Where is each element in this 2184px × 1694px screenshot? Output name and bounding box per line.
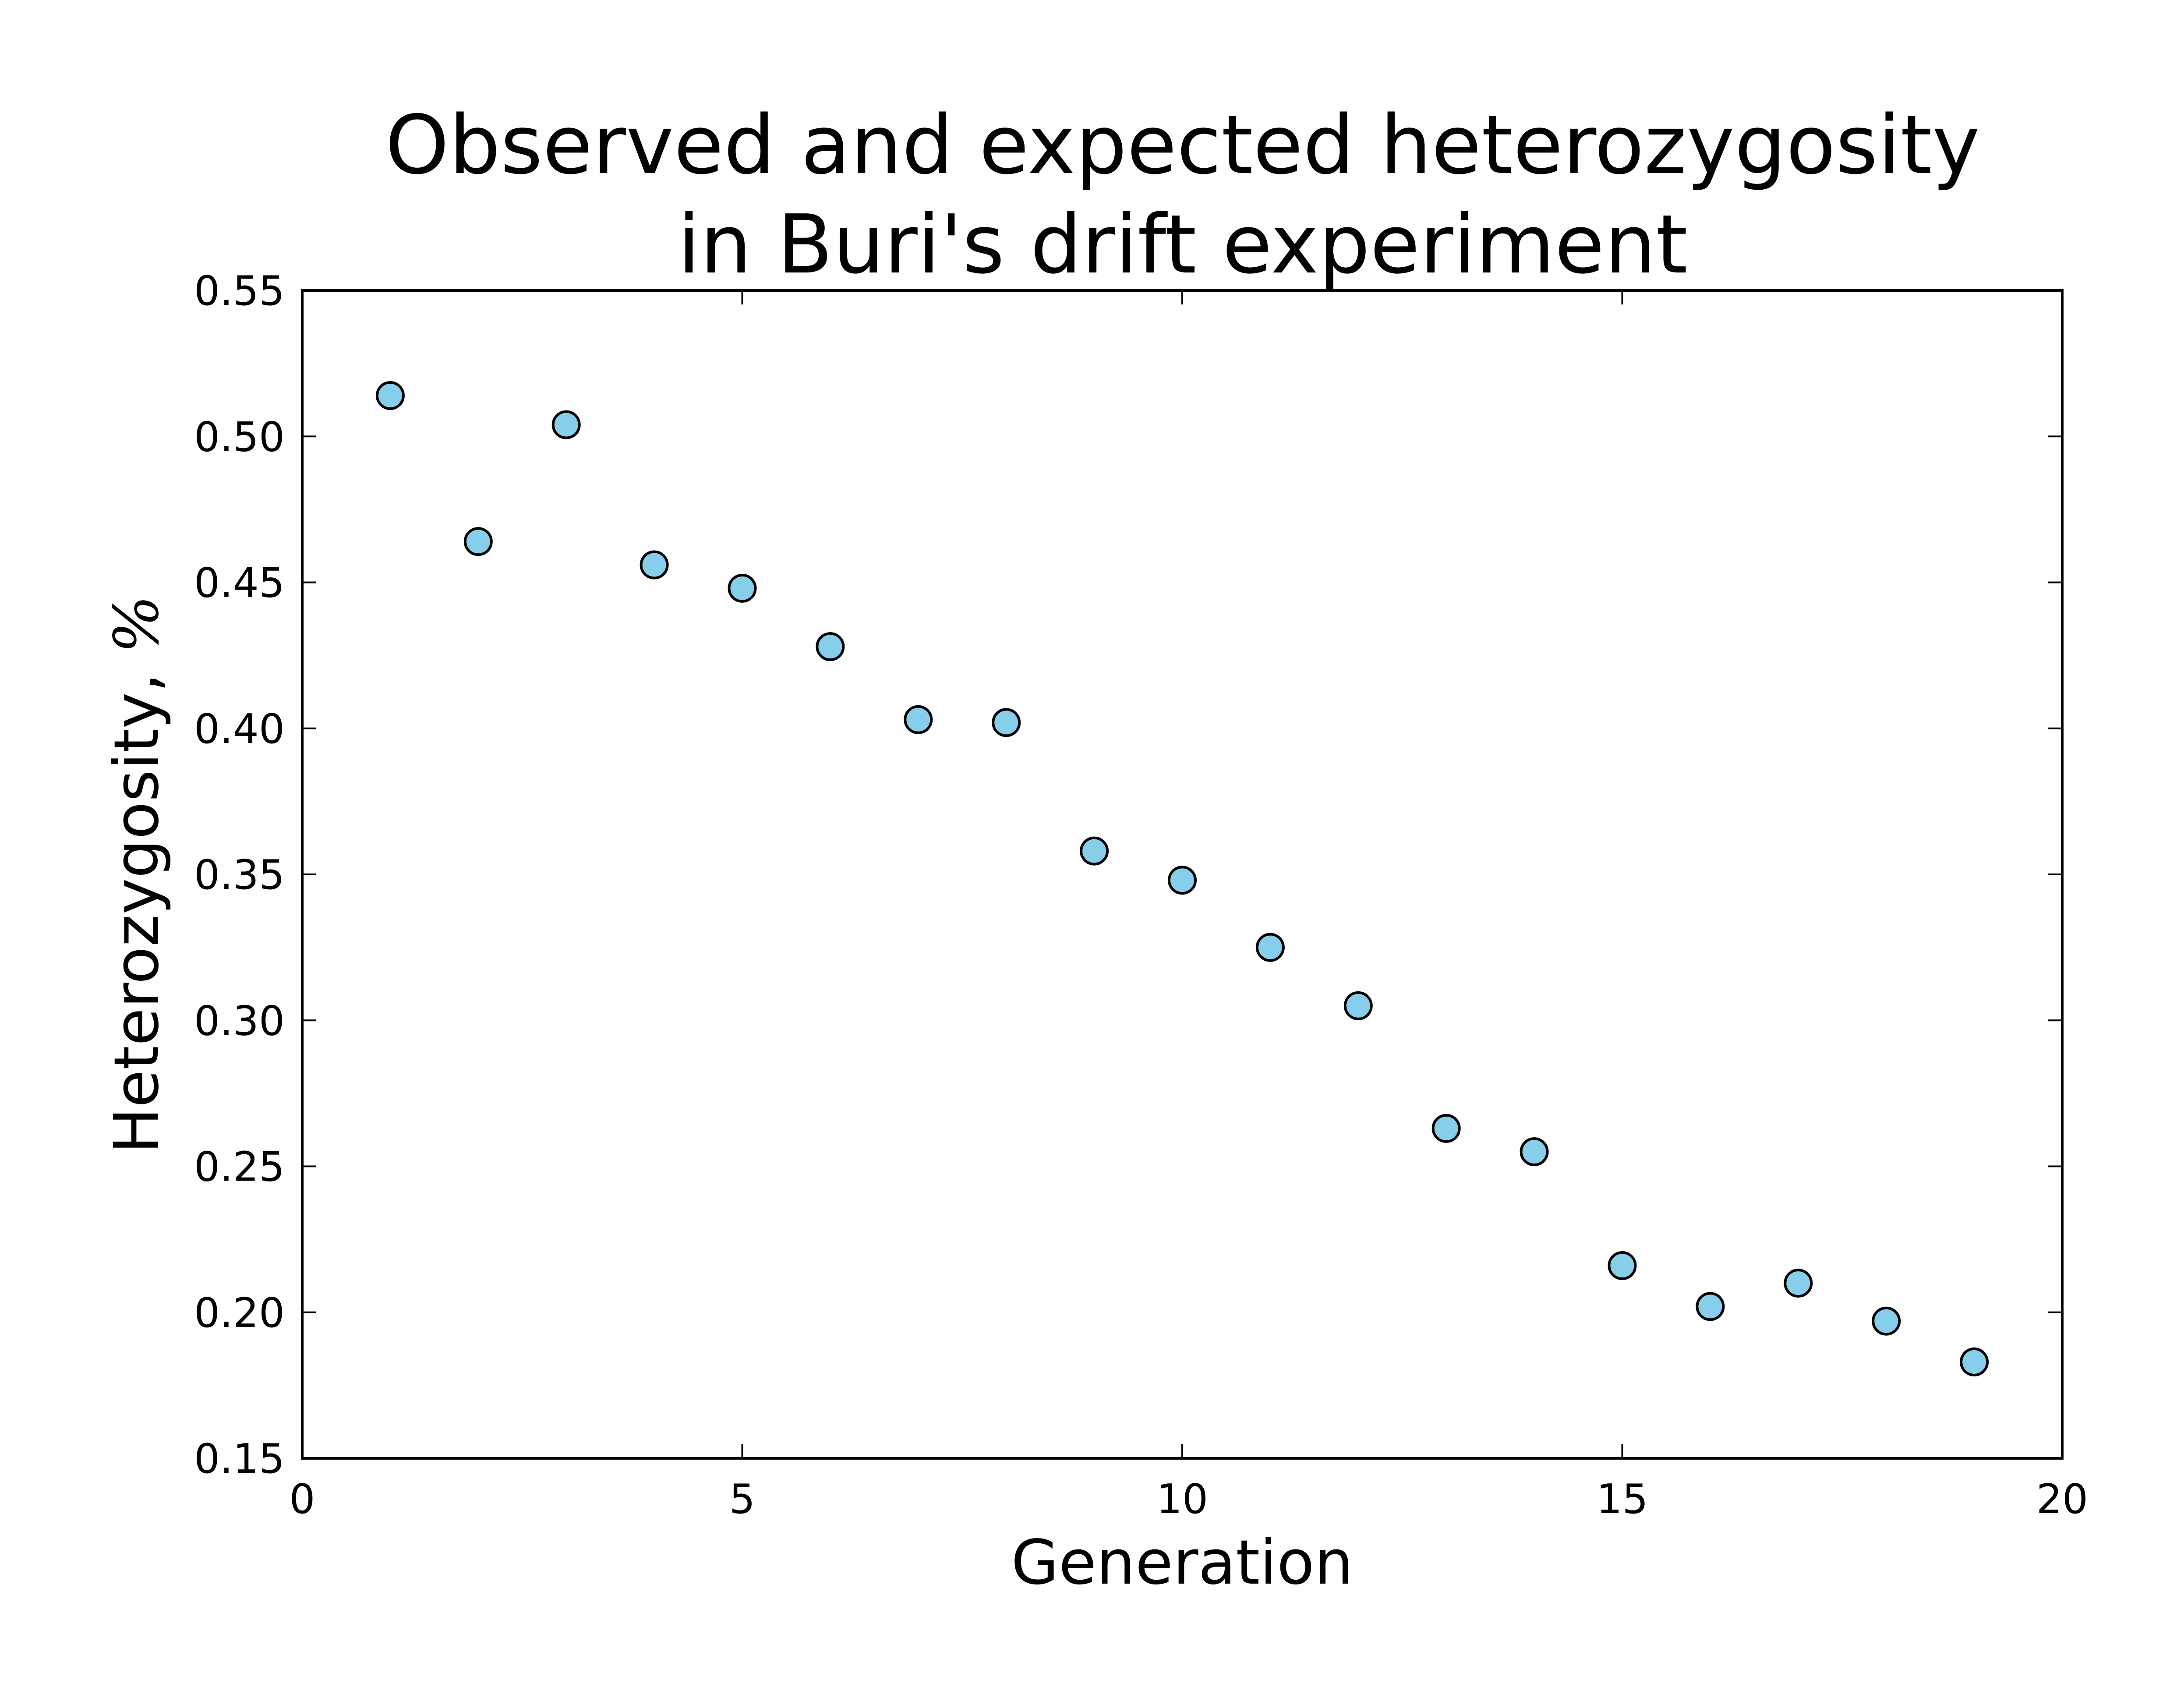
data-point (1080, 836, 1109, 866)
y-axis-label-text: Heterozygosity, (101, 654, 173, 1154)
y-tick-label: 0.35 (194, 851, 285, 898)
chart-title-line-1: Observed and expected heterozygosity (385, 98, 1980, 192)
x-axis-label: Generation (1011, 1527, 1353, 1599)
y-tick-label: 0.50 (194, 413, 285, 460)
y-tick-label: 0.55 (194, 267, 285, 315)
data-point (1608, 1251, 1637, 1280)
data-point (1872, 1306, 1901, 1336)
data-point (728, 573, 757, 603)
data-point (904, 705, 933, 734)
x-tick-label: 5 (729, 1475, 755, 1523)
chart-title-line-2: in Buri's drift experiment (678, 197, 1688, 292)
x-tick-label: 20 (2036, 1475, 2088, 1523)
data-point (1784, 1269, 1813, 1298)
x-tick-label: 10 (1156, 1475, 1208, 1523)
x-tick-label: 0 (289, 1475, 315, 1523)
data-point (1168, 866, 1197, 895)
y-axis-label-unit: % (101, 595, 173, 653)
data-point (1431, 1114, 1461, 1143)
data-point (992, 708, 1021, 737)
data-point (640, 550, 669, 580)
y-axis-label: Heterozygosity, % (101, 595, 173, 1153)
data-point (816, 632, 845, 661)
data-point (551, 410, 581, 439)
data-point (1255, 933, 1285, 962)
y-tick-label: 0.15 (194, 1435, 285, 1482)
y-tick-label: 0.20 (194, 1289, 285, 1337)
data-point (375, 381, 405, 410)
data-point (1520, 1137, 1549, 1167)
data-point (1960, 1347, 1989, 1377)
data-point (463, 527, 493, 556)
data-point (1343, 991, 1373, 1020)
y-tick-label: 0.30 (194, 997, 285, 1044)
y-tick-label: 0.40 (194, 705, 285, 753)
data-point (1696, 1292, 1725, 1321)
y-tick-label: 0.25 (194, 1143, 285, 1191)
x-tick-label: 15 (1596, 1475, 1648, 1523)
y-tick-label: 0.45 (194, 559, 285, 607)
plot-area: 0 5 10 15 20 0.15 0.20 0.25 0.30 0.35 0.40 0.45 0.50… (194, 267, 2088, 1523)
plot-frame (301, 289, 2064, 1460)
